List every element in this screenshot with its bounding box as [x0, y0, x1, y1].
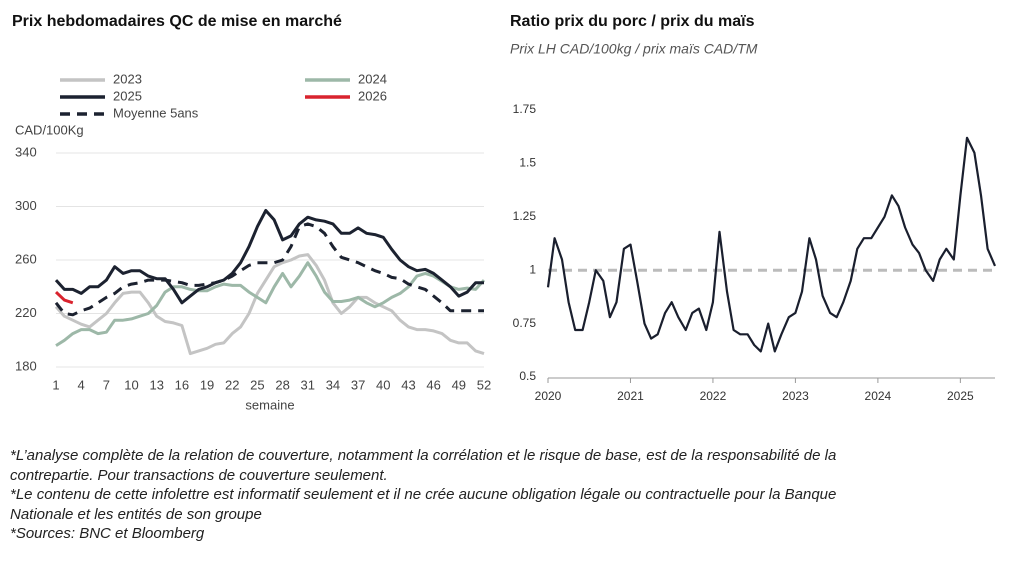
x-tick-label: 40 [376, 377, 390, 392]
charts: Prix hebdomadaires QC de mise en marché C… [12, 13, 997, 412]
x-tick-label: 52 [477, 377, 491, 392]
x-tick-label: 46 [426, 377, 440, 392]
y-tick-label: 300 [15, 198, 37, 213]
x-tick-label: 28 [275, 377, 289, 392]
x-tick-label: 16 [175, 377, 189, 392]
y-tick-label: 180 [15, 358, 37, 373]
chart-subtitle: Prix LH CAD/100kg / prix maïs CAD/TM [510, 41, 758, 57]
x-tick-label: 34 [326, 377, 340, 392]
y-tick-label: 340 [15, 144, 37, 159]
y-tick-label: 220 [15, 305, 37, 320]
y-tick-label: 0.5 [519, 369, 536, 383]
x-axis-label: semaine [245, 397, 294, 412]
x-tick-label: 2022 [700, 389, 727, 403]
footnotes: *L’analyse complète de la relation de co… [10, 446, 875, 544]
x-tick-label: 2023 [782, 389, 809, 403]
footnote: *Le contenu de cette infolettre est info… [10, 486, 837, 523]
x-tick-label: 1 [52, 377, 59, 392]
y-tick-label: 260 [15, 251, 37, 266]
chart-title: Prix hebdomadaires QC de mise en marché [12, 13, 342, 30]
x-tick-label: 7 [103, 377, 110, 392]
x-tick-label: 13 [149, 377, 163, 392]
legend-label: Moyenne 5ans [113, 105, 199, 120]
y-tick-label: 0.75 [513, 316, 537, 330]
x-tick-label: 2020 [535, 389, 562, 403]
y-tick-label: 1 [529, 262, 536, 276]
y-axis-label: CAD/100Kg [15, 122, 84, 137]
series-line [54, 253, 485, 356]
footnote: *Sources: BNC et Bloomberg [10, 525, 205, 542]
series-line [55, 261, 486, 347]
x-tick-label: 19 [200, 377, 214, 392]
legend-label: 2023 [113, 71, 142, 86]
series-line [54, 209, 484, 305]
x-tick-label: 10 [124, 377, 138, 392]
footnote: *L’analyse complète de la relation de co… [10, 447, 837, 484]
legend-label: 2024 [358, 71, 387, 86]
legend-label: 2026 [358, 88, 387, 103]
x-tick-label: 25 [250, 377, 264, 392]
x-tick-label: 43 [401, 377, 415, 392]
legend-label: 2025 [113, 88, 142, 103]
x-tick-label: 22 [225, 377, 239, 392]
y-tick-label: 1.25 [513, 209, 537, 223]
chart-title: Ratio prix du porc / prix du maïs [510, 13, 755, 30]
x-tick-label: 2025 [947, 389, 974, 403]
x-tick-label: 4 [78, 377, 85, 392]
x-tick-label: 2024 [865, 389, 892, 403]
x-tick-label: 37 [351, 377, 365, 392]
series-line [546, 136, 997, 353]
x-tick-label: 31 [301, 377, 315, 392]
x-tick-label: 49 [452, 377, 466, 392]
x-tick-label: 2021 [617, 389, 644, 403]
series-line [54, 291, 74, 305]
y-tick-label: 1.75 [513, 102, 537, 116]
y-tick-label: 1.5 [519, 156, 536, 170]
